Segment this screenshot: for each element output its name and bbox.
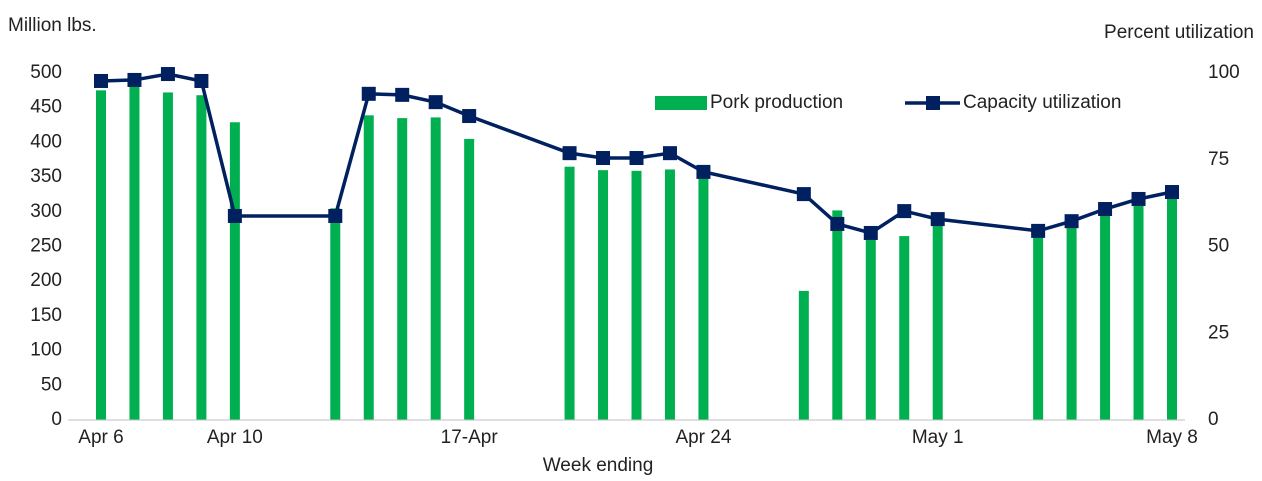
bar — [832, 210, 843, 420]
y-tick-label: 50 — [41, 374, 62, 395]
y-tick-label: 350 — [30, 166, 62, 187]
y-axis-label: Million lbs. — [8, 15, 97, 36]
x-tick-label: 17-Apr — [441, 427, 499, 448]
y2-axis-label: Percent utilization — [1104, 22, 1254, 43]
legend-label: Pork production — [710, 92, 843, 113]
bar — [631, 170, 642, 420]
y2-tick-label: 25 — [1208, 322, 1229, 343]
bar — [564, 166, 575, 420]
bar — [1100, 210, 1111, 420]
line-marker — [227, 208, 242, 223]
bar — [464, 138, 475, 420]
bar — [1133, 193, 1144, 420]
line-marker — [562, 146, 577, 161]
x-axis-label: Week ending — [543, 455, 654, 476]
line-marker — [94, 73, 108, 88]
line-marker — [662, 146, 677, 161]
bar — [664, 169, 675, 420]
y-tick-label: 300 — [30, 201, 62, 222]
bar — [1066, 215, 1077, 420]
line-marker — [395, 87, 410, 102]
y2-tick-label: 0 — [1208, 409, 1219, 430]
x-tick-label: Apr 6 — [78, 427, 123, 448]
x-tick-label: May 1 — [912, 427, 964, 448]
bar — [430, 117, 441, 420]
bar — [865, 234, 876, 420]
line-marker — [863, 225, 878, 240]
line-marker — [160, 67, 175, 82]
y2-tick-label: 100 — [1208, 62, 1240, 83]
y-tick-label: 150 — [30, 305, 62, 326]
line-marker — [1031, 223, 1046, 238]
y-tick-label: 250 — [30, 236, 62, 257]
line-marker — [428, 95, 443, 110]
bar — [1033, 234, 1044, 420]
bar — [363, 115, 374, 421]
line-marker — [1165, 185, 1179, 200]
bar — [397, 118, 408, 421]
y2-tick-label: 75 — [1208, 149, 1229, 170]
line-marker — [796, 187, 811, 202]
y-tick-label: 500 — [30, 62, 62, 83]
legend-swatch — [655, 96, 707, 110]
y-tick-label: 200 — [30, 270, 62, 291]
line-marker — [194, 73, 209, 88]
line-marker — [930, 212, 945, 227]
line-marker — [328, 208, 343, 223]
x-tick-label: May 8 — [1146, 427, 1198, 448]
line-marker — [830, 216, 845, 231]
x-tick-label: Apr 24 — [675, 427, 731, 448]
bar — [598, 170, 609, 420]
bar — [698, 177, 709, 420]
legend-label: Capacity utilization — [963, 92, 1121, 113]
line-marker — [1064, 214, 1079, 229]
bar — [229, 122, 240, 421]
y-tick-label: 0 — [51, 409, 62, 430]
line-marker — [696, 164, 711, 179]
line-marker — [361, 86, 376, 101]
y-tick-label: 400 — [30, 131, 62, 152]
bar — [899, 236, 910, 420]
bar — [129, 84, 140, 420]
bar — [196, 95, 207, 420]
bar — [1167, 192, 1177, 420]
bar — [96, 90, 106, 420]
bar — [932, 220, 943, 420]
line-marker — [462, 109, 477, 124]
x-tick-label: Apr 10 — [207, 427, 263, 448]
line-marker — [1098, 202, 1113, 217]
line-marker — [897, 204, 912, 219]
legend-marker — [926, 96, 940, 110]
line-marker — [596, 151, 611, 166]
y2-tick-label: 50 — [1208, 236, 1229, 257]
bar — [162, 92, 173, 420]
y-tick-label: 450 — [30, 97, 62, 118]
y-tick-label: 100 — [30, 340, 62, 361]
bar — [798, 290, 809, 420]
line-marker — [629, 151, 644, 166]
bar — [330, 208, 341, 420]
line-marker — [127, 72, 142, 87]
line-marker — [1131, 191, 1146, 206]
